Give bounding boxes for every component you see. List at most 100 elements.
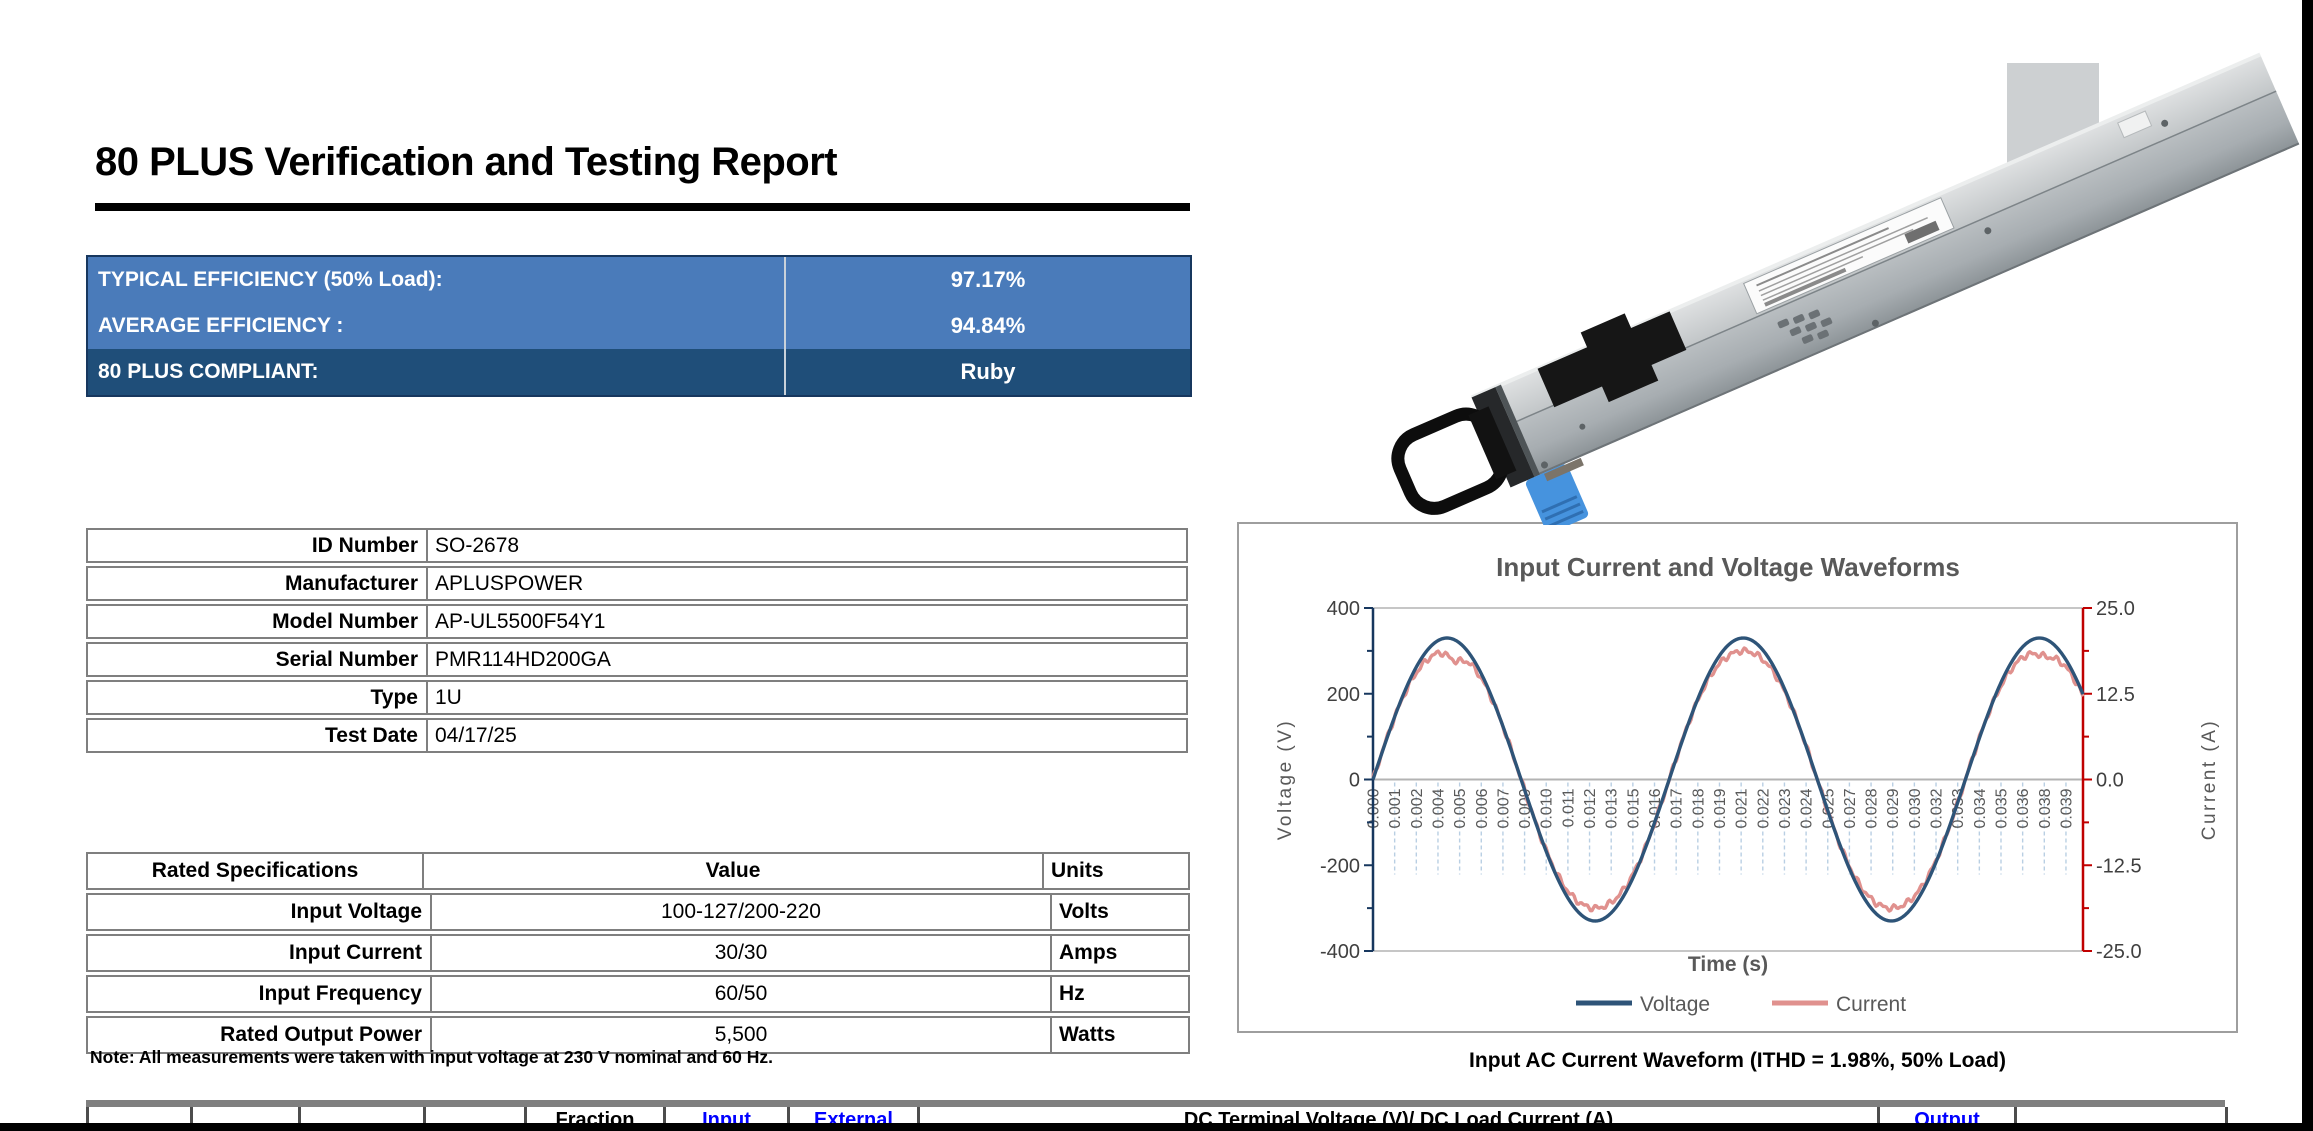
unit-info-row: Type 1U — [86, 680, 1188, 715]
bottom-header-cell — [426, 1107, 527, 1131]
x-tick-label: 0.002 — [1409, 788, 1426, 828]
x-axis-title: Time (s) — [1688, 953, 1768, 976]
y-right-tick-label: -25.0 — [2096, 941, 2142, 963]
x-tick-label: 0.036 — [2015, 788, 2032, 828]
y-right-tick-label: -12.5 — [2096, 855, 2142, 877]
x-tick-label: 0.006 — [1474, 788, 1491, 828]
legend-voltage: Voltage — [1640, 993, 1710, 1016]
y-right-tick-label: 25.0 — [2096, 598, 2135, 620]
x-tick-label: 0.028 — [1864, 788, 1881, 828]
x-tick-label: 0.034 — [1972, 788, 1989, 828]
y-right-tick-label: 0.0 — [2096, 770, 2124, 792]
psu-front-face — [1487, 91, 2300, 488]
bottom-header-cell — [89, 1107, 193, 1131]
rated-specs-name: Input Frequency — [88, 977, 432, 1011]
efficiency-value: 97.17% — [784, 257, 1190, 303]
unit-info-row: Serial Number PMR114HD200GA — [86, 642, 1188, 677]
rated-specs-row: Input Frequency 60/50 Hz — [86, 975, 1190, 1013]
rated-specs-units: Volts — [1059, 900, 1109, 923]
right-edge-bar — [2302, 0, 2313, 1131]
chart-title: Input Current and Voltage Waveforms — [1496, 552, 1960, 582]
rated-specs-header: Value — [424, 854, 1044, 888]
x-tick-label: 0.016 — [1647, 788, 1664, 828]
x-tick-label: 0.013 — [1604, 788, 1621, 828]
rated-specs-header-row: Rated Specifications Value Units — [86, 852, 1190, 890]
x-tick-label: 0.004 — [1431, 788, 1448, 828]
unit-info-value: APLUSPOWER — [435, 572, 584, 595]
unit-info-label: Serial Number — [88, 644, 428, 675]
bottom-header-cell — [193, 1107, 301, 1131]
unit-info-row: Manufacturer APLUSPOWER — [86, 566, 1188, 601]
bottom-edge-bar — [0, 1123, 2313, 1131]
unit-info-row: ID Number SO-2678 — [86, 528, 1188, 563]
x-tick-label: 0.019 — [1712, 788, 1729, 828]
chart-caption: Input AC Current Waveform (ITHD = 1.98%,… — [1469, 1049, 2006, 1072]
unit-info-label: Type — [88, 682, 428, 713]
x-tick-label: 0.017 — [1669, 788, 1686, 828]
rated-specs-table: Rated Specifications Value Units Input Volt… — [86, 852, 1190, 1057]
note-text: Note: All measurements were taken with i… — [90, 1047, 773, 1067]
unit-info-value: PMR114HD200GA — [435, 648, 611, 671]
efficiency-row: AVERAGE EFFICIENCY : 94.84% — [88, 303, 1190, 349]
x-tick-label: 0.015 — [1625, 788, 1642, 828]
x-tick-label: 0.029 — [1885, 788, 1902, 828]
y-left-tick-label: -200 — [1320, 855, 1360, 877]
rated-specs-row: Rated Output Power 5,500 Watts — [86, 1016, 1190, 1054]
x-tick-label: 0.024 — [1799, 788, 1816, 828]
efficiency-summary-table: TYPICAL EFFICIENCY (50% Load): 97.17% AVER… — [86, 255, 1192, 397]
unit-info-table: ID Number SO-2678 Manufacturer APLUSPOWER Mo… — [86, 528, 1188, 756]
efficiency-label: TYPICAL EFFICIENCY (50% Load): — [98, 268, 443, 291]
unit-info-label: ID Number — [88, 530, 428, 561]
rated-specs-value: 5,500 — [432, 1018, 1052, 1052]
unit-info-row: Model Number AP-UL5500F54Y1 — [86, 604, 1188, 639]
x-tick-label: 0.012 — [1582, 788, 1599, 828]
unit-info-value: SO-2678 — [435, 534, 520, 557]
efficiency-label: AVERAGE EFFICIENCY : — [98, 314, 344, 337]
bottom-header-cell — [2017, 1107, 2228, 1131]
x-tick-label: 0.018 — [1690, 788, 1707, 828]
bottom-header-cell — [301, 1107, 426, 1131]
efficiency-value: Ruby — [784, 349, 1190, 395]
rated-specs-row: Input Current 30/30 Amps — [86, 934, 1190, 972]
rated-specs-units: Watts — [1059, 1023, 1116, 1046]
x-tick-label: 0.007 — [1495, 788, 1512, 828]
unit-info-label: Model Number — [88, 606, 428, 637]
efficiency-row: 80 PLUS COMPLIANT: Ruby — [88, 349, 1190, 395]
unit-info-label: Test Date — [88, 720, 428, 751]
x-tick-label: 0.005 — [1452, 788, 1469, 828]
psu-small-sticker — [2117, 110, 2153, 139]
unit-info-value: AP-UL5500F54Y1 — [435, 610, 606, 633]
psu-blue-tab — [1525, 464, 1589, 533]
unit-info-label: Manufacturer — [88, 568, 428, 599]
rated-specs-row: Input Voltage 100-127/200-220 Volts — [86, 893, 1190, 931]
waveform-chart: Input Current and Voltage Waveforms 0.0 0 0… — [1237, 522, 2238, 1033]
rated-specs-name: Rated Output Power — [88, 1018, 432, 1052]
page-title: 80 PLUS Verification and Testing Report — [95, 140, 838, 184]
title-underline — [95, 203, 1190, 211]
efficiency-row: TYPICAL EFFICIENCY (50% Load): 97.17% — [88, 257, 1190, 303]
y-left-tick-label: 0 — [1349, 770, 1360, 792]
x-tick-label: 0.022 — [1755, 788, 1772, 828]
psu-photo — [1295, 25, 2307, 533]
x-tick-label: 0.039 — [2059, 788, 2076, 828]
waveform-chart-svg: Input Current and Voltage Waveforms 0.0 0 0… — [1275, 552, 2220, 1016]
bottom-table-top-border — [86, 1100, 2225, 1107]
psu-spec-label — [1742, 197, 1955, 315]
rated-specs-header: Rated Specifications — [88, 854, 424, 888]
unit-info-row: Test Date 04/17/25 — [86, 718, 1188, 753]
rated-specs-header: Units — [1051, 859, 1104, 882]
y-left-tick-label: 200 — [1327, 684, 1360, 706]
y-left-axis-title: Voltage (V) — [1275, 719, 1296, 841]
rated-specs-value: 30/30 — [432, 936, 1052, 970]
rated-specs-name: Input Current — [88, 936, 432, 970]
x-tick-label: 0.010 — [1539, 788, 1556, 828]
psu-vents — [1777, 309, 1833, 344]
voltage-waveform — [1371, 636, 2085, 923]
x-tick-label: 0.030 — [1907, 788, 1924, 828]
rated-specs-units: Amps — [1059, 941, 1118, 964]
legend-current: Current — [1836, 993, 1906, 1016]
rated-specs-value: 100-127/200-220 — [432, 895, 1052, 929]
x-tick-label: 0.023 — [1777, 788, 1794, 828]
psu-latch — [1537, 311, 1687, 408]
